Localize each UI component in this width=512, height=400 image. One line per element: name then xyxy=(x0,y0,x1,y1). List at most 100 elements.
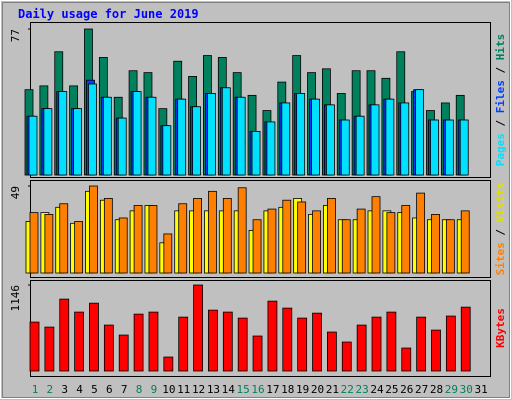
bar xyxy=(252,219,262,274)
legend-entry: Hits xyxy=(494,34,507,61)
bar xyxy=(416,316,427,372)
x-tick-label: 16 xyxy=(251,383,264,396)
y-tick-label: 77 xyxy=(9,29,22,42)
x-tick-label: 6 xyxy=(106,383,113,396)
x-tick-label: 30 xyxy=(460,383,473,396)
x-tick-label: 2 xyxy=(47,383,54,396)
chart-title: Daily usage for June 2019 xyxy=(18,7,199,21)
bar xyxy=(431,214,440,274)
bar xyxy=(29,212,39,274)
bar xyxy=(222,198,232,274)
bar xyxy=(251,130,261,176)
bar xyxy=(326,331,337,372)
bar xyxy=(74,311,85,372)
bar xyxy=(118,217,128,274)
x-tick-label: 11 xyxy=(177,383,190,396)
x-tick-label: 21 xyxy=(326,383,339,396)
bar xyxy=(208,190,217,274)
bar xyxy=(385,98,395,176)
bar xyxy=(401,205,411,274)
legend-entry: Sites xyxy=(494,242,507,275)
bar xyxy=(356,324,367,372)
bar xyxy=(266,121,276,176)
bar xyxy=(400,102,410,176)
x-tick-label: 3 xyxy=(61,383,68,396)
bar xyxy=(282,307,293,372)
bar xyxy=(371,196,381,274)
bar xyxy=(29,321,40,372)
bar xyxy=(445,315,456,372)
bar xyxy=(355,115,365,176)
bar xyxy=(296,93,306,176)
x-tick-label: 25 xyxy=(385,383,398,396)
legend: Pages / Files / Hits xyxy=(494,34,507,167)
x-tick-label: 4 xyxy=(76,383,83,396)
bar xyxy=(237,317,248,372)
bar xyxy=(444,119,454,176)
bar xyxy=(58,91,68,176)
bar xyxy=(459,119,469,176)
bar xyxy=(431,329,441,372)
x-tick-label: 27 xyxy=(415,383,428,396)
bar xyxy=(132,91,142,176)
x-tick-label: 29 xyxy=(445,383,458,396)
bar xyxy=(89,302,99,372)
bar xyxy=(162,125,172,176)
bar xyxy=(147,96,157,176)
bar xyxy=(178,316,189,372)
bar xyxy=(460,306,471,372)
bar xyxy=(386,212,396,274)
x-tick-label: 5 xyxy=(91,383,98,396)
bar xyxy=(371,316,382,372)
x-tick-label: 10 xyxy=(162,383,175,396)
x-tick-label: 18 xyxy=(281,383,294,396)
y-tick-label: 1146 xyxy=(9,285,22,312)
bar xyxy=(356,208,366,274)
bar xyxy=(118,334,129,372)
bar xyxy=(163,233,173,274)
x-tick-label: 12 xyxy=(192,383,205,396)
x-tick-label: 8 xyxy=(136,383,143,396)
bar xyxy=(193,198,202,274)
bar xyxy=(192,106,201,176)
bar xyxy=(325,104,335,176)
bar xyxy=(207,93,216,176)
bar xyxy=(416,192,426,274)
bar xyxy=(340,119,350,176)
bar xyxy=(133,313,144,372)
legend-entry: Files xyxy=(494,80,507,113)
bar xyxy=(59,298,70,372)
bar xyxy=(103,198,113,274)
x-tick-label: 13 xyxy=(207,383,220,396)
x-tick-label: 23 xyxy=(356,383,369,396)
bar xyxy=(341,219,351,274)
bar xyxy=(281,102,291,176)
bar xyxy=(236,96,246,176)
bar xyxy=(326,198,336,274)
x-tick-label: 14 xyxy=(222,383,236,396)
bar xyxy=(386,311,397,372)
bar xyxy=(74,221,84,274)
bar xyxy=(297,201,307,274)
bar xyxy=(44,214,54,274)
bar xyxy=(267,208,277,274)
bar xyxy=(102,96,112,176)
legend-entry: Pages xyxy=(494,133,507,166)
bar xyxy=(117,117,127,176)
x-tick-label: 24 xyxy=(370,383,384,396)
bar xyxy=(43,108,53,176)
x-tick-label: 17 xyxy=(266,383,279,396)
bar xyxy=(178,203,188,274)
bar xyxy=(282,199,292,274)
legend-entry: Visits xyxy=(494,183,507,223)
bar xyxy=(133,205,143,274)
y-tick-label: 49 xyxy=(9,186,22,199)
bar xyxy=(88,83,97,176)
bar xyxy=(89,185,98,274)
bar xyxy=(222,311,233,372)
x-tick-label: 31 xyxy=(474,383,487,396)
bar xyxy=(370,104,380,176)
bar xyxy=(341,341,352,372)
